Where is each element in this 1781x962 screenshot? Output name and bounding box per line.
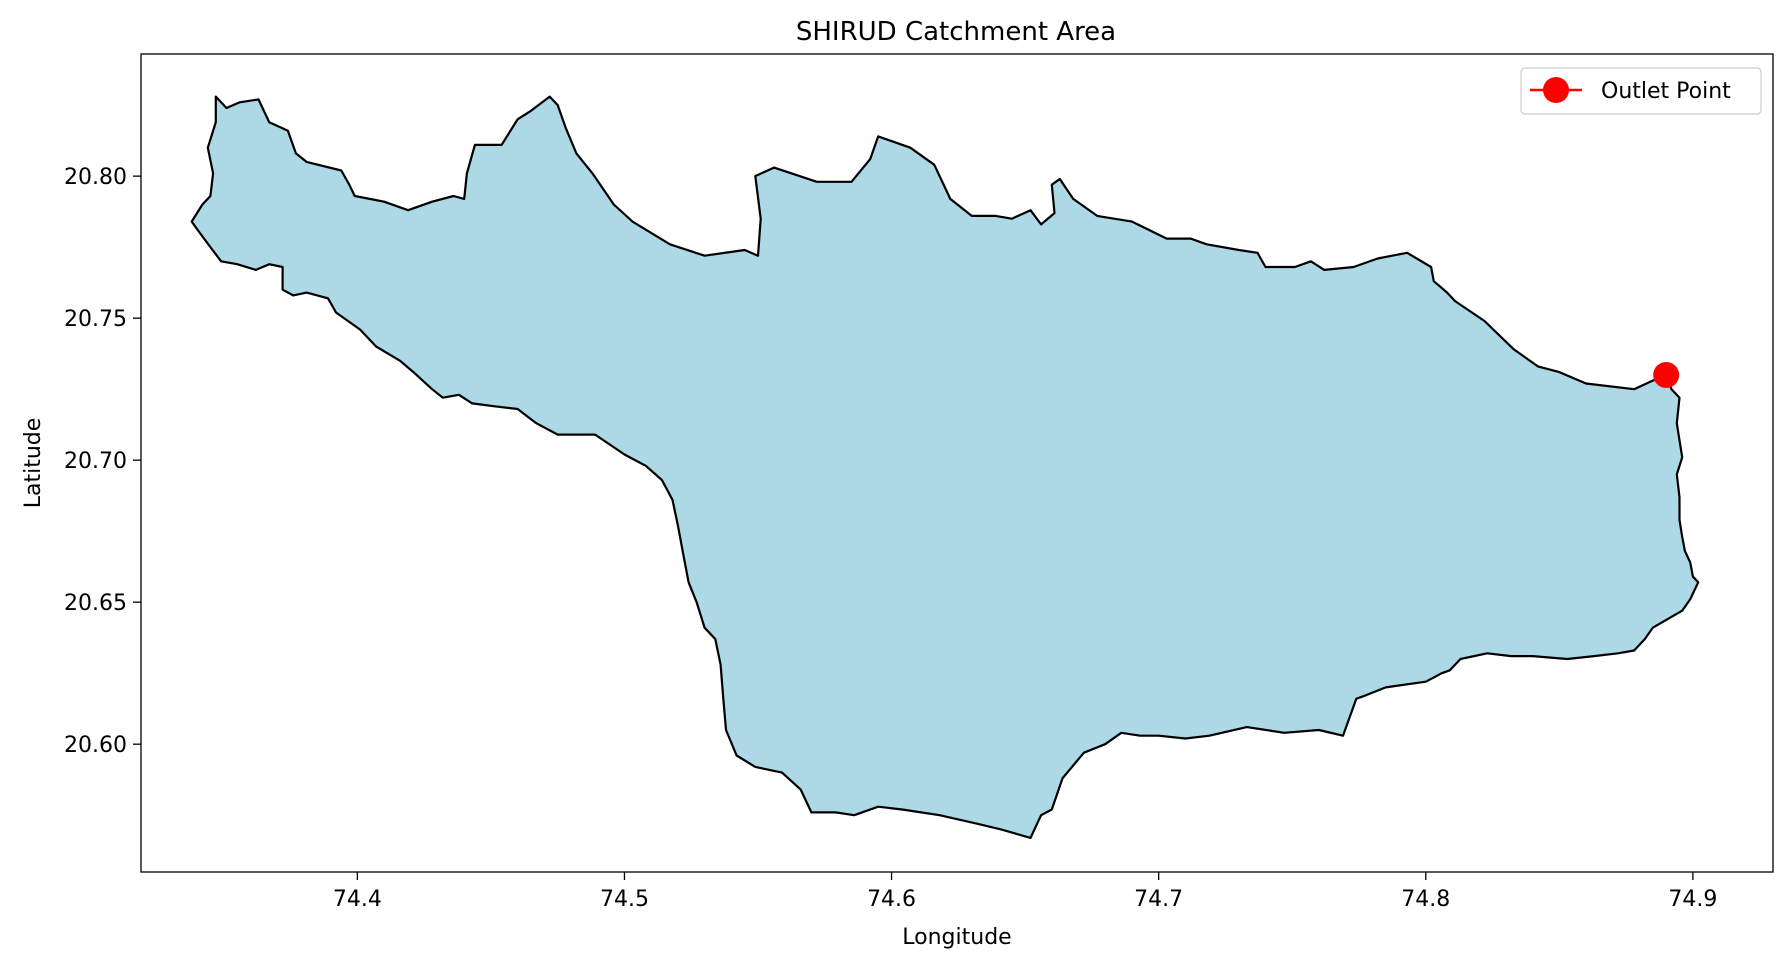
legend: Outlet Point — [1521, 68, 1761, 114]
x-tick-label-4: 74.8 — [1401, 887, 1450, 912]
y-tick-label-2: 20.70 — [64, 449, 127, 474]
outlet-point-marker — [1653, 362, 1679, 388]
y-tick-label-0: 20.60 — [64, 733, 127, 758]
y-axis-label: Latitude — [21, 418, 46, 509]
x-tick-label-2: 74.6 — [867, 887, 916, 912]
y-tick-label-4: 20.80 — [64, 165, 127, 190]
map-title: SHIRUD Catchment Area — [796, 17, 1116, 47]
x-tick-label-3: 74.7 — [1134, 887, 1183, 912]
x-tick-label-1: 74.5 — [600, 887, 649, 912]
legend-marker-swatch — [1543, 77, 1569, 103]
x-tick-label-0: 74.4 — [333, 887, 382, 912]
x-tick-label-5: 74.9 — [1668, 887, 1717, 912]
y-tick-label-1: 20.65 — [64, 591, 127, 616]
x-axis-label: Longitude — [902, 925, 1011, 950]
legend-label-outlet-point: Outlet Point — [1601, 79, 1731, 104]
y-tick-label-3: 20.75 — [64, 307, 127, 332]
